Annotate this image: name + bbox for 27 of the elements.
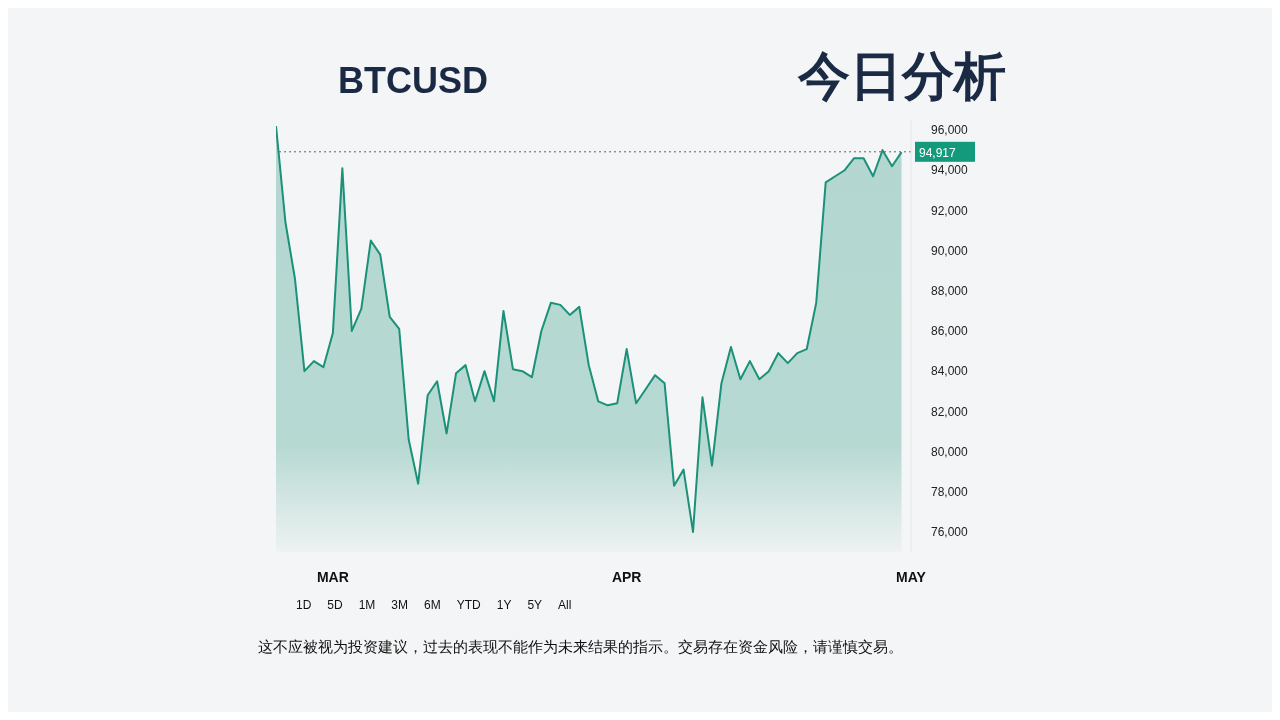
text: YTD — [456, 598, 481, 612]
y-tick-label: 86,000 — [931, 324, 969, 339]
x-tick-label: MAR — [316, 568, 349, 585]
y-tick-label: 76,000 — [931, 525, 969, 540]
text: 1D — [296, 598, 312, 612]
text: 5Y — [527, 598, 543, 612]
y-tick-label: 88,000 — [931, 284, 969, 299]
chart-subtitle: BTCUSD — [338, 60, 488, 101]
y-tick-label: 90,000 — [931, 243, 969, 258]
y-tick-label: 96,000 — [931, 123, 969, 138]
y-tick-label: 92,000 — [931, 203, 969, 218]
x-tick-label: MAY — [896, 568, 927, 585]
text: 5D — [327, 598, 343, 612]
y-tick-label: 94,000 — [931, 163, 969, 178]
y-tick-label: 80,000 — [931, 444, 969, 459]
ref-line-label: 94,917 — [919, 145, 957, 160]
y-tick-label: 82,000 — [931, 404, 969, 419]
text: 这不应被视为投资建议，过去的表现不能作为未来结果的指示。交易存在资金风险，请谨慎交易。 — [258, 638, 903, 656]
text: 1Y — [496, 598, 512, 612]
chart-title: 今日分析 — [798, 46, 1006, 106]
x-tick-label: APR — [611, 568, 642, 585]
y-tick-label: 84,000 — [931, 364, 969, 379]
text: 1M — [358, 598, 376, 612]
text: All — [558, 598, 572, 612]
y-tick-label: 78,000 — [931, 484, 969, 499]
text: 3M — [391, 598, 409, 612]
text: 6M — [424, 598, 441, 612]
